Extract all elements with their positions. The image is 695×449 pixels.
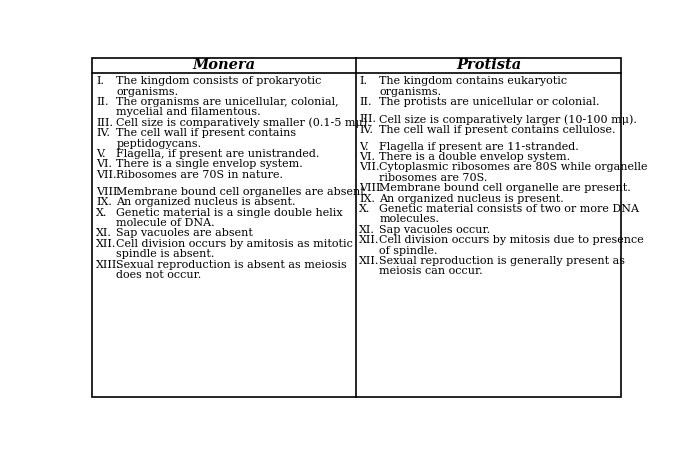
Text: VI.: VI. bbox=[96, 159, 112, 169]
Text: spindle is absent.: spindle is absent. bbox=[116, 249, 215, 259]
Text: Sap vacuoles are absent: Sap vacuoles are absent bbox=[116, 229, 253, 238]
Text: III.: III. bbox=[359, 114, 376, 124]
Text: Flagella if present are 11-stranded.: Flagella if present are 11-stranded. bbox=[379, 142, 579, 152]
Text: Cell size is comparatively larger (10-100 mμ).: Cell size is comparatively larger (10-10… bbox=[379, 114, 637, 125]
Text: There is a double envelop system.: There is a double envelop system. bbox=[379, 152, 571, 162]
Text: VII.: VII. bbox=[359, 163, 379, 172]
Text: IX.: IX. bbox=[359, 194, 375, 204]
Text: V.: V. bbox=[359, 142, 369, 152]
Text: VIII.: VIII. bbox=[96, 187, 121, 197]
Text: The kingdom consists of prokaryotic: The kingdom consists of prokaryotic bbox=[116, 76, 322, 86]
Text: Genetic material is a single double helix: Genetic material is a single double heli… bbox=[116, 208, 343, 218]
Text: molecules.: molecules. bbox=[379, 215, 439, 224]
Text: XII.: XII. bbox=[359, 256, 379, 266]
Text: The protists are unicellular or colonial.: The protists are unicellular or colonial… bbox=[379, 97, 600, 107]
Text: I.: I. bbox=[359, 76, 367, 86]
Text: V.: V. bbox=[96, 149, 106, 159]
Text: There is a single envelop system.: There is a single envelop system. bbox=[116, 159, 303, 169]
Text: XIII.: XIII. bbox=[96, 260, 121, 270]
Text: Membrane bound cell organelle are present.: Membrane bound cell organelle are presen… bbox=[379, 183, 631, 193]
Text: Protista: Protista bbox=[456, 58, 521, 72]
Text: ribosomes are 70S.: ribosomes are 70S. bbox=[379, 173, 488, 183]
Text: Cell size is comparatively smaller (0.1-5 mμ).: Cell size is comparatively smaller (0.1-… bbox=[116, 118, 371, 128]
Text: Sexual reproduction is absent as meiosis: Sexual reproduction is absent as meiosis bbox=[116, 260, 347, 270]
Text: Cell division occurs by amitosis as mitotic: Cell division occurs by amitosis as mito… bbox=[116, 239, 353, 249]
Text: The kingdom contains eukaryotic: The kingdom contains eukaryotic bbox=[379, 76, 568, 86]
Text: An organized nucleus is present.: An organized nucleus is present. bbox=[379, 194, 564, 204]
Text: meiosis can occur.: meiosis can occur. bbox=[379, 266, 483, 277]
Text: XI.: XI. bbox=[359, 225, 375, 235]
Text: X.: X. bbox=[359, 204, 370, 214]
Text: Sap vacuoles occur.: Sap vacuoles occur. bbox=[379, 225, 491, 235]
Text: Cytoplasmic ribosomes are 80S while organelle: Cytoplasmic ribosomes are 80S while orga… bbox=[379, 163, 648, 172]
Text: IX.: IX. bbox=[96, 197, 112, 207]
Text: Flagella, if present are unistranded.: Flagella, if present are unistranded. bbox=[116, 149, 320, 159]
Text: Monera: Monera bbox=[193, 58, 256, 72]
Text: The cell wall if present contains: The cell wall if present contains bbox=[116, 128, 297, 138]
Text: II.: II. bbox=[96, 97, 108, 107]
Text: does not occur.: does not occur. bbox=[116, 270, 202, 280]
Text: molecule of DNA.: molecule of DNA. bbox=[116, 218, 215, 228]
Text: peptidogycans.: peptidogycans. bbox=[116, 139, 202, 149]
Text: VIII.: VIII. bbox=[359, 183, 384, 193]
Text: The organisms are unicellular, colonial,: The organisms are unicellular, colonial, bbox=[116, 97, 339, 107]
Text: VII.: VII. bbox=[96, 170, 117, 180]
Text: mycelial and filamentous.: mycelial and filamentous. bbox=[116, 107, 261, 117]
Text: Genetic material consists of two or more DNA: Genetic material consists of two or more… bbox=[379, 204, 639, 214]
Text: IV.: IV. bbox=[96, 128, 111, 138]
Text: III.: III. bbox=[96, 118, 113, 128]
Text: I.: I. bbox=[96, 76, 104, 86]
Text: IV.: IV. bbox=[359, 124, 373, 135]
Text: organisms.: organisms. bbox=[379, 87, 441, 97]
Text: of spindle.: of spindle. bbox=[379, 246, 438, 255]
Text: The cell wall if present contains cellulose.: The cell wall if present contains cellul… bbox=[379, 124, 616, 135]
Text: Cell division occurs by mitosis due to presence: Cell division occurs by mitosis due to p… bbox=[379, 235, 644, 245]
Text: organisms.: organisms. bbox=[116, 87, 179, 97]
Text: II.: II. bbox=[359, 97, 372, 107]
Text: Ribosomes are 70S in nature.: Ribosomes are 70S in nature. bbox=[116, 170, 284, 180]
Text: XII.: XII. bbox=[96, 239, 117, 249]
Text: Sexual reproduction is generally present as: Sexual reproduction is generally present… bbox=[379, 256, 626, 266]
Text: Membrane bound cell organelles are absent: Membrane bound cell organelles are absen… bbox=[116, 187, 365, 197]
Text: X.: X. bbox=[96, 208, 108, 218]
Text: VI.: VI. bbox=[359, 152, 375, 162]
Text: An organized nucleus is absent.: An organized nucleus is absent. bbox=[116, 197, 296, 207]
Text: XI.: XI. bbox=[96, 229, 112, 238]
Text: XII.: XII. bbox=[359, 235, 379, 245]
